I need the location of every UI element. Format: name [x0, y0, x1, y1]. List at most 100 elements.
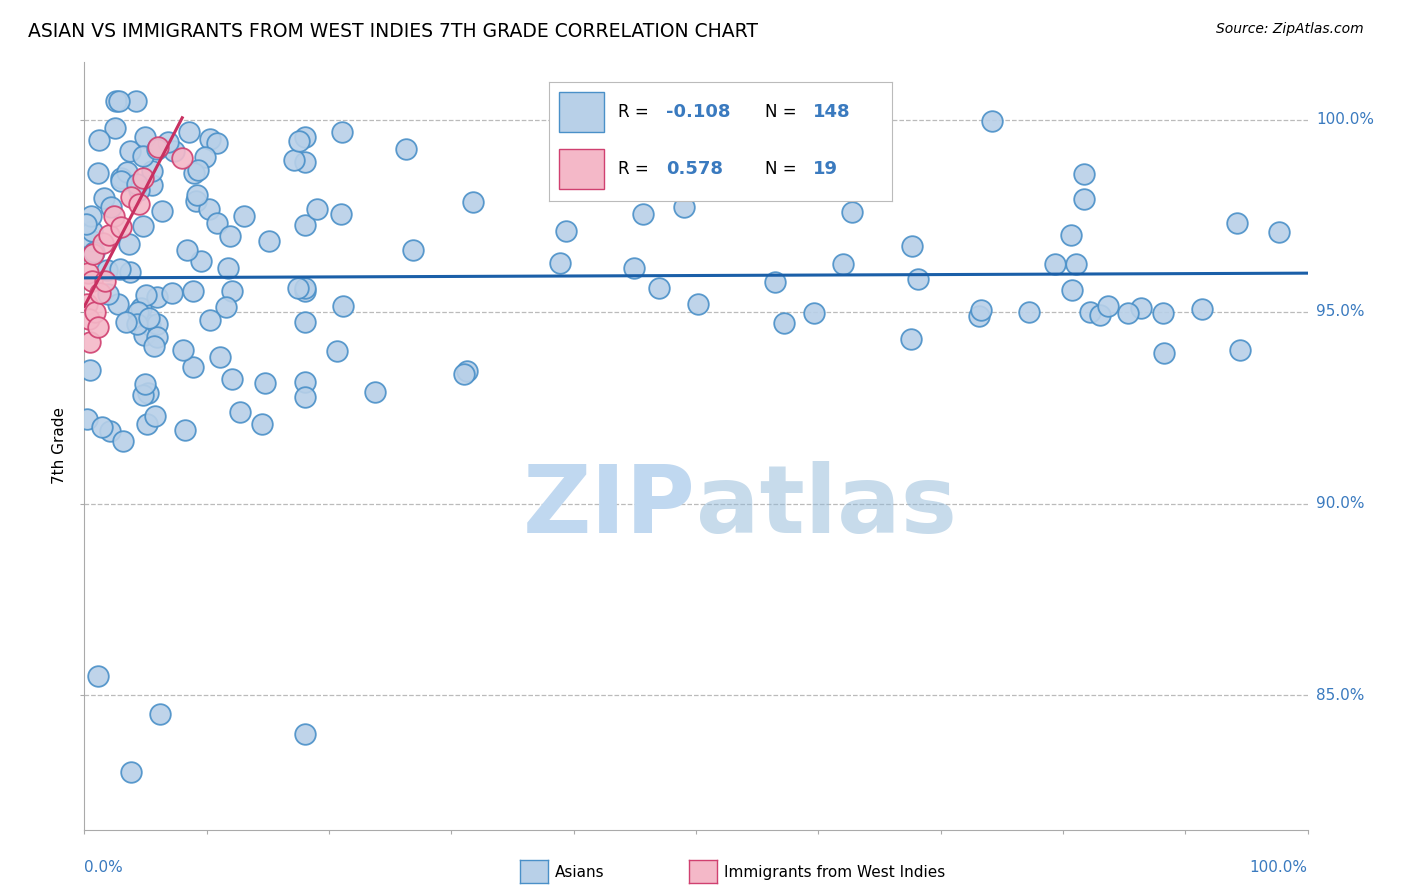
Text: ASIAN VS IMMIGRANTS FROM WEST INDIES 7TH GRADE CORRELATION CHART: ASIAN VS IMMIGRANTS FROM WEST INDIES 7TH…: [28, 22, 758, 41]
Point: [217, 261, 239, 276]
Point: [163, 144, 186, 158]
Point: [141, 178, 163, 192]
Point: [1018, 305, 1040, 319]
Point: [141, 164, 163, 178]
Text: 100.0%: 100.0%: [1316, 112, 1374, 128]
Point: [294, 154, 316, 169]
Point: [688, 297, 710, 311]
Point: [1267, 225, 1289, 239]
Point: [190, 254, 212, 268]
Point: [1152, 306, 1174, 320]
Point: [132, 388, 155, 402]
Point: [980, 114, 1002, 128]
Point: [305, 202, 328, 216]
Text: 90.0%: 90.0%: [1316, 496, 1364, 511]
Point: [132, 219, 155, 233]
Point: [118, 236, 141, 251]
Point: [98, 424, 121, 438]
Point: [103, 209, 125, 223]
Y-axis label: 7th Grade: 7th Grade: [52, 408, 67, 484]
Point: [97, 286, 120, 301]
Point: [172, 151, 194, 165]
Point: [773, 316, 796, 330]
Point: [907, 272, 929, 286]
Point: [179, 125, 201, 139]
Point: [125, 178, 148, 192]
Point: [1229, 343, 1251, 358]
Point: [326, 343, 349, 358]
Point: [110, 174, 132, 188]
Point: [550, 256, 572, 270]
Point: [128, 182, 150, 196]
Point: [87, 320, 110, 334]
Point: [831, 257, 853, 271]
Point: [1130, 301, 1153, 316]
Point: [1226, 216, 1249, 230]
Point: [186, 163, 208, 178]
Point: [87, 166, 110, 180]
Point: [96, 263, 118, 277]
Point: [150, 203, 173, 218]
Point: [110, 170, 132, 185]
Point: [120, 189, 142, 203]
Point: [91, 235, 114, 250]
Point: [94, 274, 117, 288]
Point: [149, 707, 172, 722]
Point: [1191, 302, 1213, 317]
Point: [110, 220, 132, 235]
Point: [160, 285, 183, 300]
Point: [84, 304, 107, 318]
Point: [97, 227, 120, 242]
Point: [1153, 346, 1175, 360]
Point: [145, 142, 167, 156]
Point: [900, 239, 922, 253]
Point: [107, 296, 129, 310]
Point: [89, 285, 111, 300]
Point: [134, 129, 156, 144]
Point: [80, 209, 103, 223]
Point: [461, 194, 484, 209]
Point: [120, 764, 142, 779]
Point: [209, 350, 232, 364]
Point: [146, 140, 169, 154]
Point: [127, 305, 149, 319]
Point: [330, 125, 353, 139]
Point: [294, 129, 316, 144]
Point: [110, 262, 132, 277]
Point: [184, 194, 207, 209]
Point: [181, 284, 204, 298]
Point: [1078, 305, 1101, 319]
Point: [156, 135, 179, 149]
Point: [453, 368, 475, 382]
Point: [332, 299, 354, 313]
Point: [647, 280, 669, 294]
Point: [181, 360, 204, 375]
Point: [1097, 299, 1119, 313]
Point: [294, 315, 316, 329]
Point: [131, 148, 153, 162]
Point: [1116, 306, 1139, 320]
Point: [257, 234, 280, 248]
Point: [76, 411, 98, 425]
Text: atlas: atlas: [696, 461, 957, 553]
Point: [118, 265, 141, 279]
Point: [135, 288, 157, 302]
Text: ZIP: ZIP: [523, 461, 696, 553]
Text: 95.0%: 95.0%: [1316, 304, 1364, 319]
Point: [136, 386, 159, 401]
Point: [125, 94, 148, 108]
Point: [143, 409, 166, 423]
Point: [142, 339, 165, 353]
Point: [132, 170, 155, 185]
Point: [146, 290, 169, 304]
Point: [803, 305, 825, 319]
Point: [176, 243, 198, 257]
Point: [75, 217, 97, 231]
Point: [1043, 257, 1066, 271]
Point: [754, 147, 776, 161]
Point: [1088, 308, 1111, 322]
Text: 85.0%: 85.0%: [1316, 688, 1364, 703]
Point: [294, 726, 316, 740]
Point: [294, 284, 316, 298]
Point: [252, 417, 274, 431]
